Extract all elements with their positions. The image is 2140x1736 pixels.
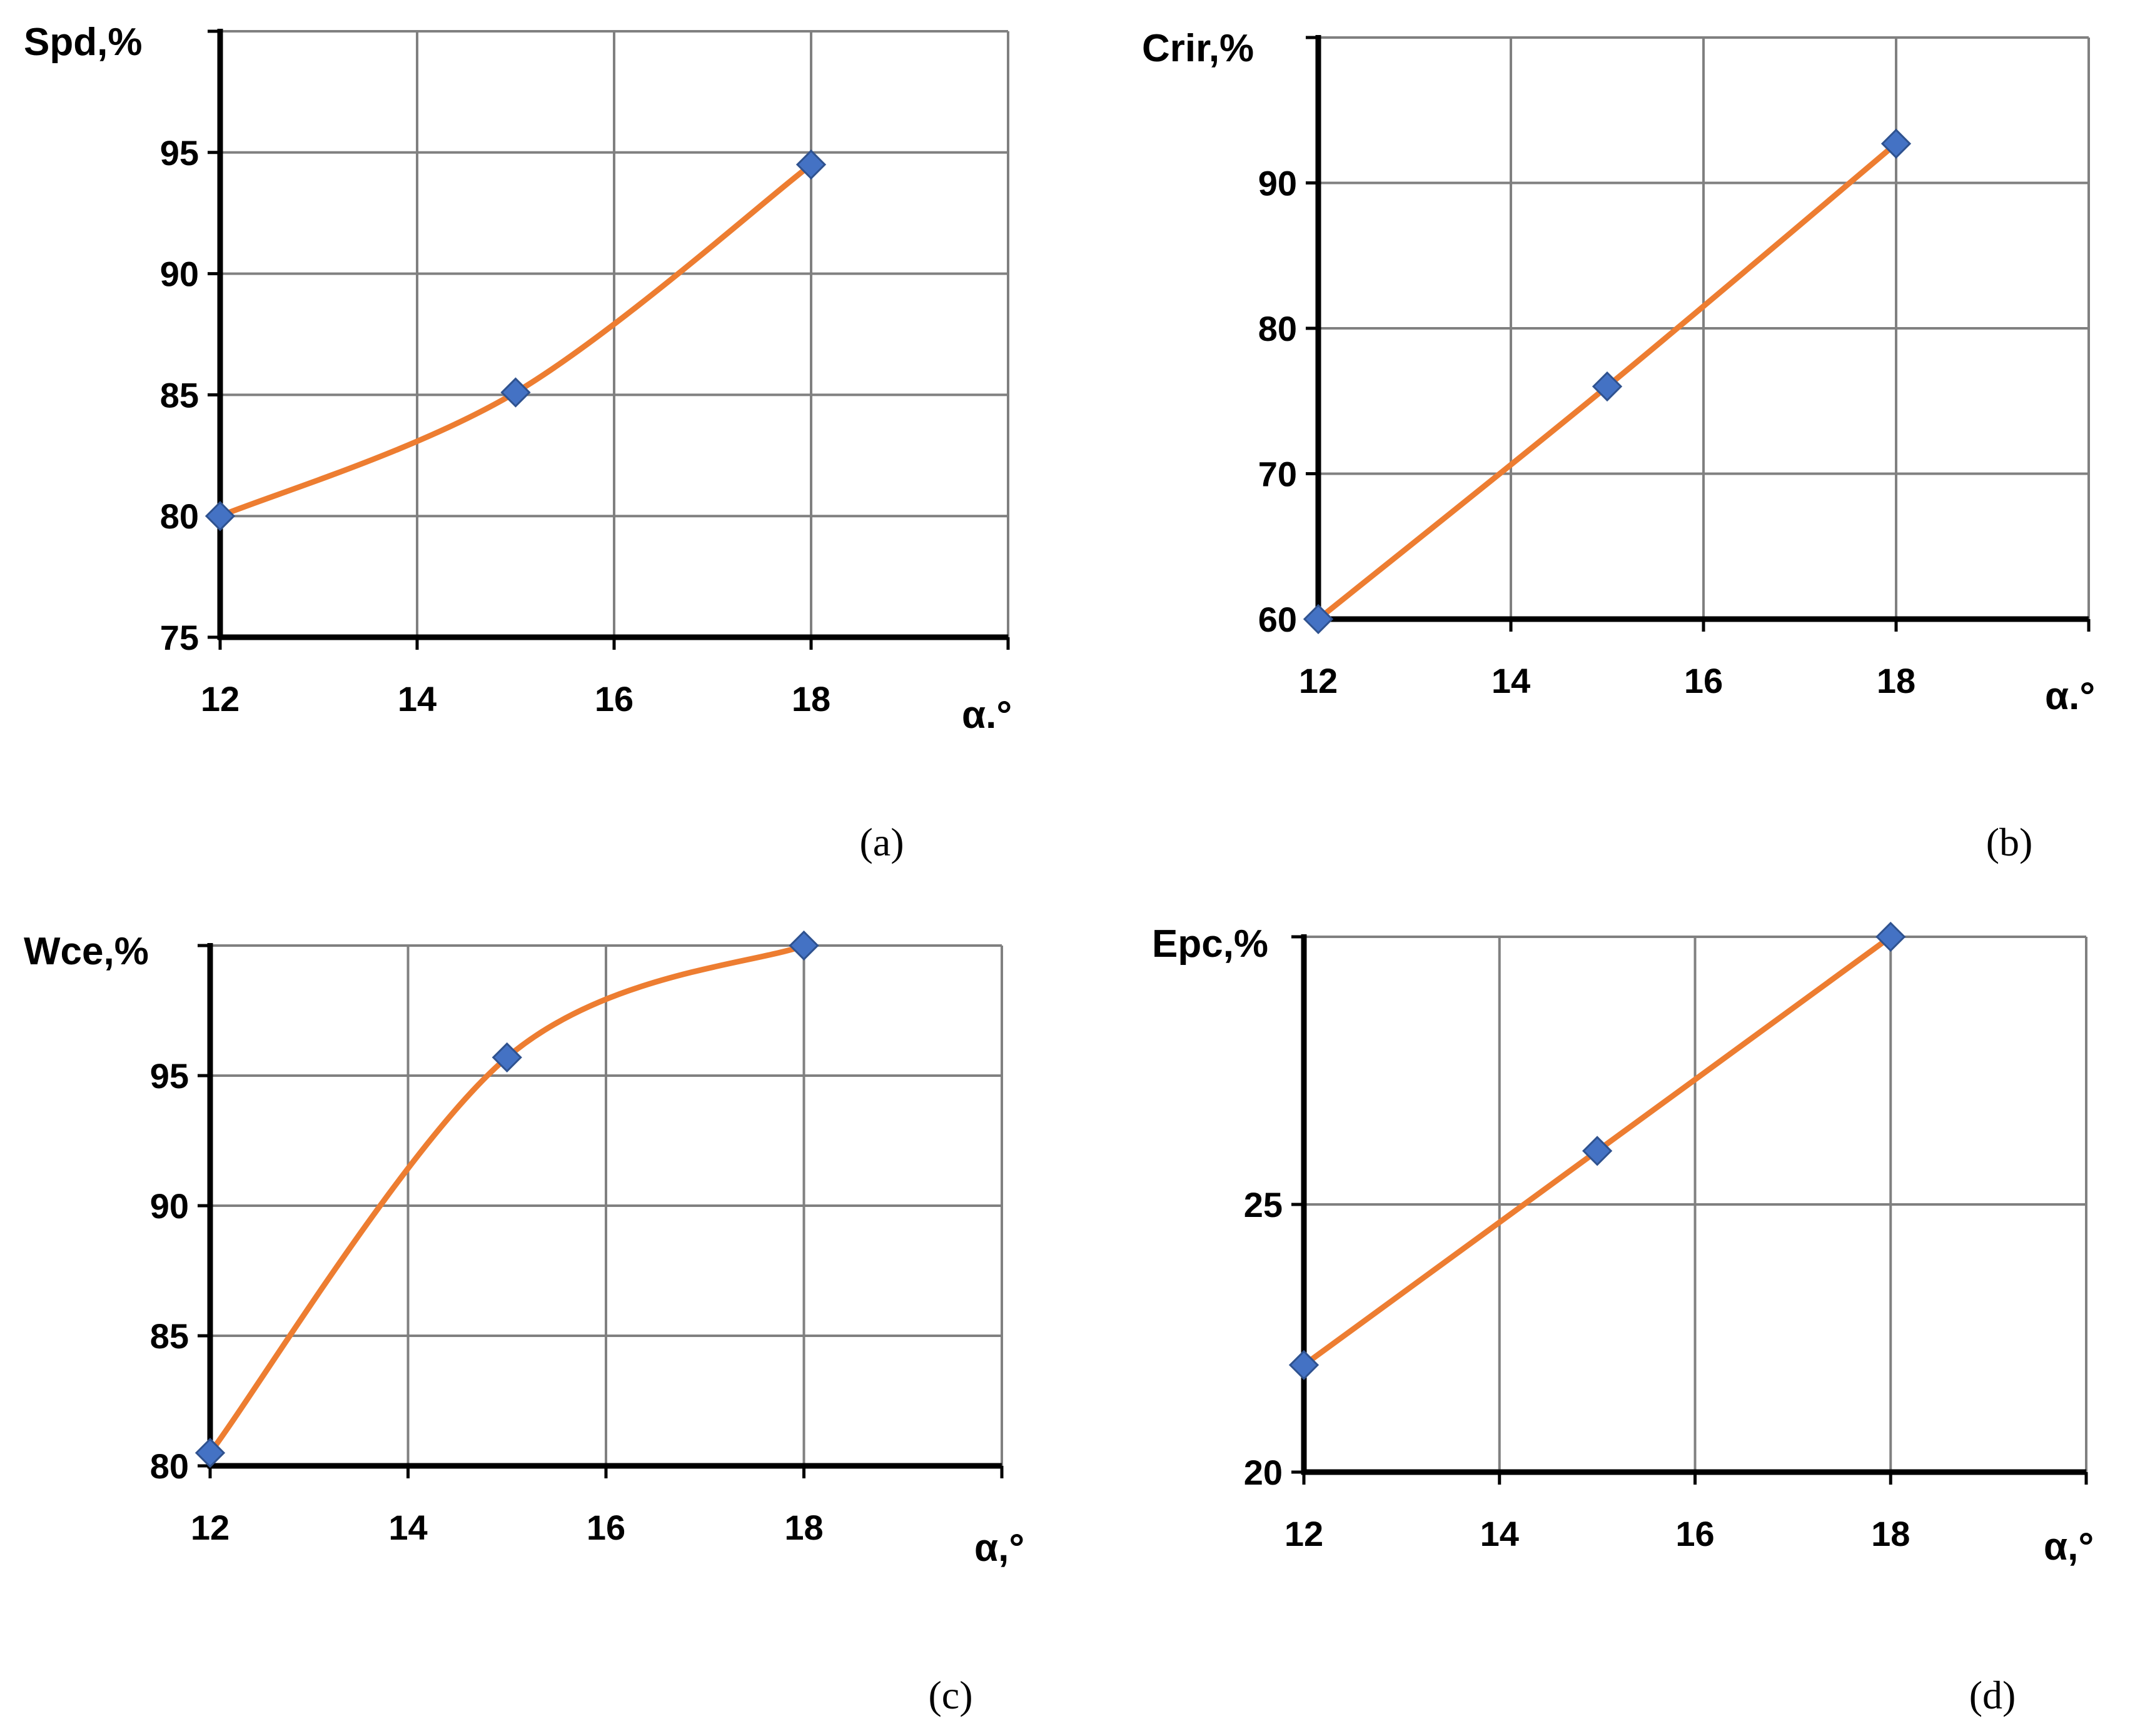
- chart-b-y-axis-label: Crir,%: [1142, 27, 1254, 70]
- chart-c-axes: 80 85 90 95 12 14 16 18: [150, 943, 1004, 1547]
- chart-b: 60 70 80 90 12 14 16 18 Crir,% α.° (b): [1142, 27, 2095, 864]
- chart-c-data-point: [789, 930, 819, 961]
- chart-b-x-tick-label: 18: [1877, 661, 1915, 700]
- chart-a-y-tick-label: 85: [160, 375, 199, 415]
- chart-a-data-point: [500, 377, 531, 408]
- chart-c-data-point: [194, 1438, 226, 1468]
- chart-c-x-axis-label: α,°: [974, 1527, 1024, 1570]
- chart-b-axes: 60 70 80 90 12 14 16 18: [1258, 35, 2091, 700]
- chart-c-data-point: [492, 1042, 522, 1073]
- chart-d-y-axis-label: Epc,%: [1152, 922, 1268, 966]
- chart-b-grid: [1318, 36, 2090, 619]
- chart-c-x-tick-label: 16: [587, 1508, 625, 1547]
- chart-d-data-point: [1875, 921, 1906, 952]
- chart-c-x-tick-label: 12: [191, 1508, 230, 1547]
- chart-b-markers: [1303, 128, 1912, 635]
- chart-b-y-tick-label: 70: [1258, 455, 1297, 494]
- chart-a-x-tick-label: 12: [201, 679, 240, 719]
- chart-b-x-tick-label: 12: [1299, 661, 1338, 700]
- chart-d-x-axis-label: α,°: [2044, 1525, 2094, 1568]
- chart-b-x-tick-label: 14: [1491, 661, 1530, 700]
- chart-a-y-tick-label: 90: [160, 255, 199, 294]
- chart-b-y-tick-label: 60: [1258, 600, 1297, 639]
- chart-a-y-tick-label: 95: [160, 133, 199, 173]
- chart-d-x-tick-label: 12: [1285, 1514, 1323, 1553]
- chart-d-data-point: [1288, 1350, 1320, 1380]
- chart-b-y-tick-label: 80: [1258, 309, 1297, 348]
- chart-c-markers: [194, 930, 819, 1468]
- chart-c-y-tick-label: 90: [150, 1186, 189, 1226]
- chart-a-y-tick-label: 80: [160, 497, 199, 536]
- chart-c-y-axis-label: Wce,%: [24, 930, 149, 973]
- chart-a-data-point: [204, 501, 236, 532]
- chart-d-grid: [1304, 936, 2087, 1472]
- chart-d-x-tick-label: 18: [1871, 1514, 1910, 1553]
- chart-b-x-axis-label: α.°: [2045, 675, 2095, 718]
- chart-b-y-tick-label: 90: [1258, 164, 1297, 203]
- chart-a-x-tick-label: 18: [792, 679, 830, 719]
- chart-b-data-point: [1880, 128, 1912, 159]
- chart-d-x-tick-label: 14: [1480, 1514, 1519, 1553]
- chart-d: 20 25 12 14 16 18 Epc,% α,° (d): [1152, 921, 2094, 1717]
- chart-d-y-tick-label: 20: [1244, 1453, 1283, 1492]
- chart-c-series-line: [207, 942, 807, 1456]
- chart-a-y-axis-label: Spd,%: [24, 21, 142, 64]
- chart-c: 80 85 90 95 12 14 16 18 Wce,% α,° (c): [24, 930, 1024, 1717]
- chart-a-grid: [220, 30, 1009, 637]
- chart-a-axes: 75 80 85 90 95 12 14 16 18: [160, 29, 1010, 719]
- chart-a-data-point: [795, 149, 827, 180]
- chart-c-panel-label: (c): [928, 1673, 972, 1717]
- chart-c-x-tick-label: 14: [388, 1508, 427, 1547]
- chart-d-x-tick-label: 16: [1675, 1514, 1714, 1553]
- chart-d-panel-label: (d): [1969, 1673, 2016, 1717]
- chart-b-panel-label: (b): [1986, 820, 2033, 864]
- chart-c-y-tick-label: 80: [150, 1446, 189, 1486]
- chart-c-grid: [210, 944, 1003, 1466]
- chart-b-x-tick-label: 16: [1684, 661, 1723, 700]
- chart-a: 75 80 85 90 95 12 14 16 18 Spd,% α.° (a): [24, 21, 1012, 864]
- chart-d-data-point: [1582, 1136, 1613, 1166]
- chart-c-y-tick-label: 85: [150, 1316, 189, 1356]
- chart-a-x-axis-label: α.°: [962, 694, 1012, 737]
- chart-b-data-point: [1592, 371, 1623, 402]
- chart-b-data-point: [1303, 603, 1334, 635]
- chart-a-x-tick-label: 16: [595, 679, 633, 719]
- chart-c-x-tick-label: 18: [784, 1508, 823, 1547]
- chart-a-markers: [204, 149, 827, 532]
- chart-d-y-tick-label: 25: [1244, 1185, 1283, 1224]
- chart-a-panel-label: (a): [859, 820, 904, 864]
- chart-d-markers: [1288, 921, 1906, 1380]
- chart-a-y-tick-label: 75: [160, 618, 199, 657]
- chart-a-x-tick-label: 14: [398, 679, 437, 719]
- chart-c-y-tick-label: 95: [150, 1056, 189, 1096]
- chart-d-axes: 20 25 12 14 16 18: [1244, 934, 2088, 1553]
